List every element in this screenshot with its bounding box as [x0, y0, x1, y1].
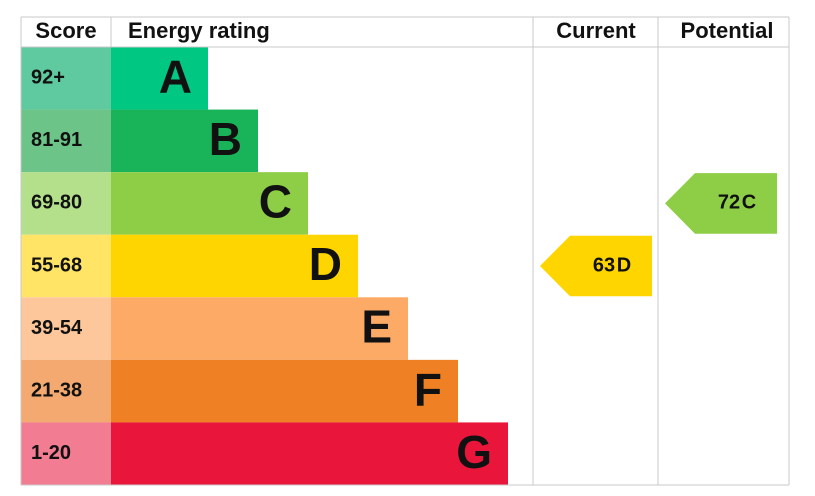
- rating-letter: G: [456, 426, 492, 478]
- rating-bar: [111, 109, 258, 173]
- header-current: Current: [556, 18, 636, 43]
- rating-letter: F: [414, 363, 442, 415]
- score-cell: [21, 359, 111, 423]
- score-cell: [21, 422, 111, 485]
- score-cell: [21, 172, 111, 235]
- score-label: 39-54: [31, 317, 83, 339]
- rating-letter: D: [309, 238, 342, 290]
- rating-letter: A: [159, 50, 192, 102]
- potential-value: 72: [718, 192, 740, 214]
- score-cell: [21, 109, 111, 173]
- score-label: 21-38: [31, 379, 82, 401]
- score-cell: [21, 47, 111, 110]
- current-value: 63: [593, 254, 615, 276]
- header-rating: Energy rating: [128, 18, 270, 43]
- rating-bar: [111, 359, 458, 423]
- score-label: 92+: [31, 67, 65, 89]
- current-letter: D: [617, 254, 631, 276]
- rating-bar: [111, 172, 308, 235]
- score-cell: [21, 234, 111, 298]
- score-label: 81-91: [31, 129, 82, 151]
- rating-bar: [111, 422, 508, 485]
- score-label: 55-68: [31, 254, 82, 276]
- current-arrow: [540, 235, 652, 297]
- rating-letter: B: [209, 113, 242, 165]
- header-potential: Potential: [681, 18, 774, 43]
- potential-arrow: [665, 173, 777, 234]
- rating-letter: C: [259, 176, 292, 228]
- score-cell: [21, 297, 111, 360]
- score-label: 1-20: [31, 442, 71, 464]
- header-score: Score: [35, 18, 96, 43]
- rating-bar: [111, 297, 408, 360]
- potential-letter: C: [742, 192, 756, 214]
- score-label: 69-80: [31, 192, 82, 214]
- rating-bar: [111, 47, 208, 110]
- rating-bar: [111, 234, 358, 298]
- rating-letter: E: [361, 301, 392, 353]
